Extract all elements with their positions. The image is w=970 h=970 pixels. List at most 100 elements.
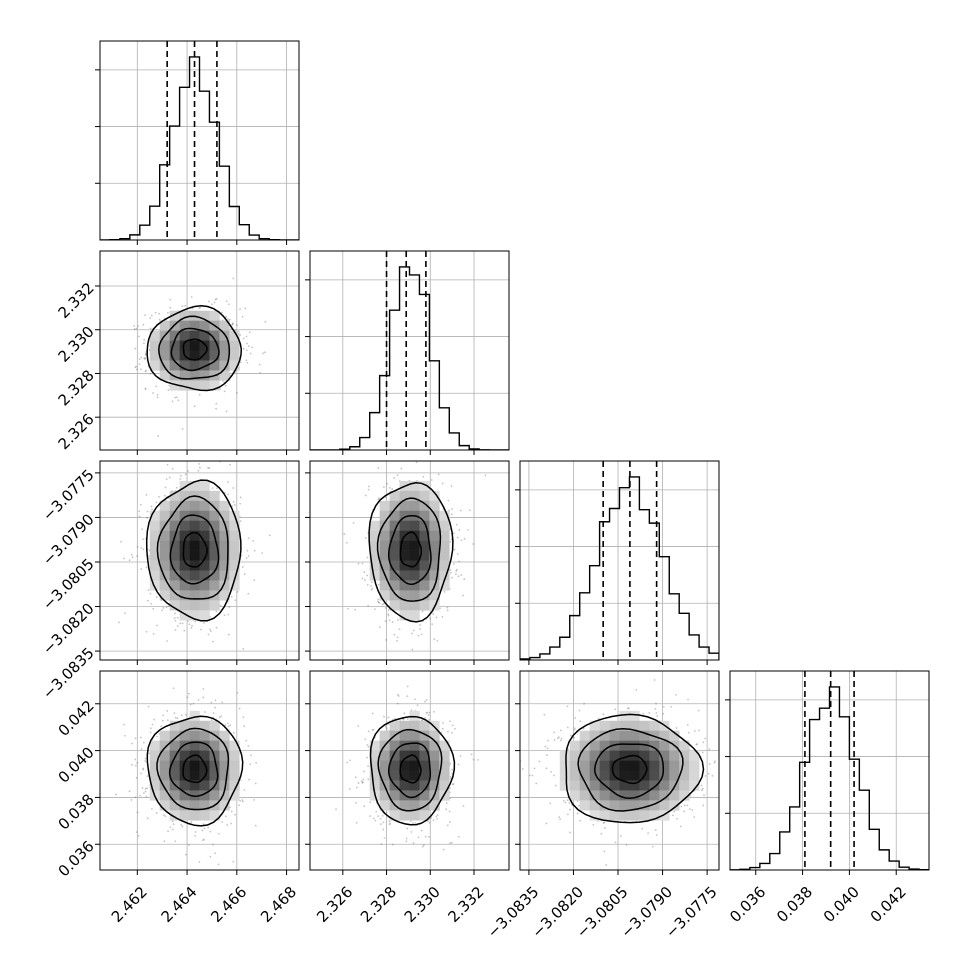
scatter-point — [625, 844, 628, 846]
contour-level — [145, 479, 242, 622]
density-cell — [169, 360, 180, 371]
scatter-point — [470, 753, 473, 756]
density-cell — [189, 720, 200, 731]
scatter-point — [550, 770, 552, 773]
density-cell — [589, 730, 600, 741]
density-cell — [179, 490, 190, 502]
scatter-point — [563, 799, 565, 802]
density-cell — [209, 380, 220, 391]
scatter-point — [686, 804, 689, 807]
scatter-point — [366, 744, 369, 746]
density-cell — [219, 790, 230, 801]
scatter-point — [414, 822, 417, 824]
density-cell — [209, 570, 220, 581]
scatter-point — [446, 824, 449, 827]
scatter-point — [144, 353, 147, 356]
scatter-point — [377, 467, 380, 470]
scatter-point — [421, 610, 424, 613]
scatter-point — [165, 606, 168, 609]
density-cell — [229, 580, 240, 591]
density-cell — [369, 530, 380, 541]
density-cell — [199, 600, 210, 611]
scatter-point — [603, 827, 606, 830]
scatter-point — [452, 532, 455, 535]
density-cell — [419, 810, 430, 821]
density-cell — [149, 580, 160, 591]
panel-frame — [99, 40, 300, 241]
scatter-point — [579, 720, 582, 723]
scatter-point — [169, 826, 172, 829]
scatter-point — [428, 711, 431, 714]
scatter-point — [388, 486, 391, 489]
scatter-point — [243, 789, 246, 791]
density-cell — [169, 590, 180, 601]
scatter-point — [553, 731, 556, 734]
scatter-point — [391, 621, 394, 623]
density-cell — [219, 320, 230, 331]
density-cell — [169, 570, 180, 581]
density-cell — [389, 500, 400, 512]
density-cell — [409, 580, 420, 591]
scatter-point — [451, 507, 453, 510]
scatter-point — [130, 553, 133, 556]
scatter-point — [410, 820, 412, 823]
scatter-point — [369, 815, 372, 817]
density-cell — [609, 800, 620, 811]
scatter-point — [626, 707, 629, 710]
scatter-point — [416, 704, 419, 707]
scatter-point — [451, 576, 453, 579]
scatter-point — [335, 808, 337, 811]
scatter-point — [248, 345, 250, 348]
scatter-point — [235, 324, 238, 327]
scatter-point — [238, 707, 241, 710]
scatter-point — [180, 714, 183, 717]
scatter-point — [651, 845, 654, 848]
density-cell — [629, 730, 640, 741]
density-cell — [149, 570, 160, 581]
scatter-point — [406, 827, 409, 830]
density-cell — [219, 750, 230, 761]
density-cell — [169, 560, 180, 571]
density-cell — [599, 730, 610, 741]
scatter-point — [242, 648, 245, 650]
density-cell — [689, 780, 700, 791]
density-layer — [115, 687, 258, 866]
contour-level — [368, 482, 454, 623]
density-cell — [169, 340, 180, 351]
density-cell — [189, 810, 200, 821]
scatter-point — [460, 539, 463, 542]
density-cell — [379, 730, 390, 741]
scatter-point — [437, 473, 440, 476]
density-cell — [219, 590, 230, 601]
scatter-point — [253, 579, 256, 582]
scatter-point — [144, 388, 147, 391]
density-cell — [199, 560, 210, 571]
density-cell — [199, 480, 210, 492]
density-cell — [149, 530, 160, 541]
scatter-point — [199, 306, 202, 309]
density-cell — [619, 770, 630, 781]
histogram-panel-1 — [305, 250, 510, 455]
density-cell — [399, 720, 410, 731]
scatter-point — [213, 301, 216, 304]
scatter-point — [224, 384, 227, 387]
scatter-point — [134, 737, 137, 740]
density-cell — [659, 780, 670, 791]
scatter-point — [215, 407, 217, 410]
density-cell — [649, 800, 660, 811]
panel-frame — [729, 670, 930, 871]
density-cell — [179, 530, 190, 541]
density-cell — [219, 800, 230, 811]
scatter-point — [149, 327, 152, 330]
density-cell — [189, 340, 200, 351]
scatter-point — [247, 537, 250, 540]
density-cell — [199, 720, 210, 731]
scatter-point — [181, 428, 184, 431]
scatter-point — [449, 540, 452, 543]
scatter-point — [582, 727, 585, 730]
scatter-point — [547, 739, 550, 742]
scatter-point — [372, 817, 375, 820]
density-cell — [399, 610, 410, 621]
density-cell — [589, 720, 600, 731]
density-cell — [679, 780, 690, 791]
